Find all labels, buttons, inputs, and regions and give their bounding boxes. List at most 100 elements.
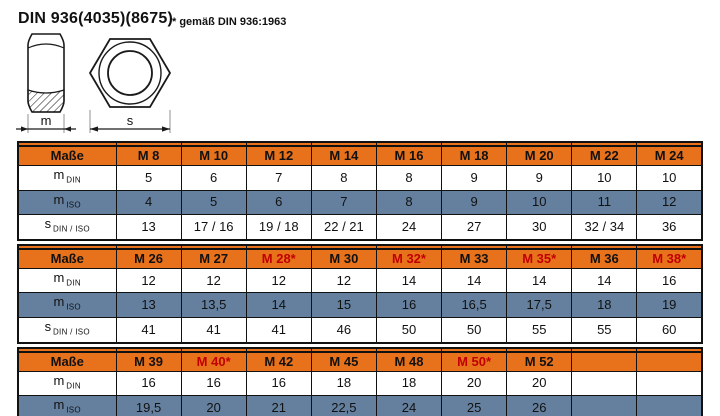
row-label-m_din: m DIN — [17, 267, 117, 294]
value-cell: 14 — [375, 267, 443, 294]
spacer-cell — [636, 141, 703, 147]
size-header: M 16 — [375, 145, 443, 166]
value-cell: 30 — [506, 214, 573, 241]
value-cell — [571, 370, 638, 397]
page-title: DIN 936(4035)(8675) — [18, 10, 173, 27]
spacer-row — [17, 141, 703, 147]
value-cell: 17,5 — [506, 292, 573, 318]
row-label-m_din: m DIN — [17, 165, 117, 191]
size-header: M 20 — [506, 145, 573, 166]
value-cell: 12 — [115, 267, 182, 294]
value-cell: 15 — [310, 292, 377, 318]
value-cell: 13 — [115, 214, 182, 241]
value-cell: 41 — [180, 316, 247, 344]
size-header: M 26 — [115, 248, 182, 269]
value-cell: 11 — [571, 189, 638, 216]
size-header: M 10 — [180, 145, 247, 166]
value-cell: 41 — [245, 316, 312, 344]
value-cell: 21 — [245, 395, 312, 416]
corner-header: Maße — [17, 145, 117, 166]
value-cell: 26 — [506, 395, 573, 416]
size-header: M 32* — [375, 248, 443, 269]
dimension-table-2: Maße M 26 M 27 M 28* M 30 M 32* M 33 M 35* M 36 M… — [17, 243, 703, 344]
value-cell: 16 — [180, 370, 247, 397]
size-header: M 14 — [310, 145, 377, 166]
size-header: M 12 — [245, 145, 312, 166]
row-label-m_din: m DIN — [17, 370, 117, 397]
size-header: M 8 — [115, 145, 182, 166]
dimension-table-3: Maße M 39 M 40* M 42 M 45 M 48 M 50* M 52 m DIN 1… — [17, 346, 703, 416]
value-cell: 16 — [245, 370, 312, 397]
value-cell: 18 — [310, 370, 377, 397]
header-row: Maße M 26 M 27 M 28* M 30 M 32* M 33 M 35* M 36 M… — [17, 248, 703, 269]
size-header: M 52 — [506, 351, 573, 372]
row-label-s: s DIN / ISO — [17, 214, 117, 241]
data-row-m_iso: m ISO 13 13,5 14 15 16 16,5 17,5 18 19 — [17, 292, 703, 318]
footnote-legend: * gemäß DIN 936:1963 — [172, 16, 287, 28]
value-cell: 7 — [310, 189, 377, 216]
size-header: M 50* — [441, 351, 508, 372]
size-header: M 35* — [506, 248, 573, 269]
value-cell: 18 — [571, 292, 638, 318]
value-cell: 14 — [506, 267, 573, 294]
value-cell: 12 — [180, 267, 247, 294]
size-header — [571, 351, 638, 372]
size-header: M 40* — [180, 351, 247, 372]
value-cell: 27 — [441, 214, 508, 241]
value-cell: 16 — [115, 370, 182, 397]
value-cell: 50 — [375, 316, 443, 344]
value-cell — [636, 370, 703, 397]
size-header: M 27 — [180, 248, 247, 269]
size-header: M 36 — [571, 248, 638, 269]
value-cell: 19 / 18 — [245, 214, 312, 241]
value-cell: 24 — [375, 395, 443, 416]
value-cell: 14 — [571, 267, 638, 294]
value-cell: 50 — [441, 316, 508, 344]
data-row-m_din: m DIN 12 12 12 12 14 14 14 14 16 — [17, 267, 703, 294]
value-cell: 16 — [636, 267, 703, 294]
value-cell — [571, 395, 638, 416]
dimension-m: m — [16, 113, 76, 133]
value-cell: 60 — [636, 316, 703, 344]
value-cell — [636, 395, 703, 416]
section-hatch — [27, 89, 65, 113]
size-header: M 42 — [245, 351, 312, 372]
nut-technical-drawing: m s — [16, 33, 172, 133]
value-cell: 20 — [506, 370, 573, 397]
value-cell: 5 — [180, 189, 247, 216]
value-cell: 10 — [636, 165, 703, 191]
size-header: M 48 — [375, 351, 443, 372]
value-cell: 7 — [245, 165, 312, 191]
nut-top-view — [88, 38, 172, 108]
dim-label-m: m — [41, 113, 52, 128]
spacer-cell — [636, 244, 703, 250]
spacer-row — [17, 244, 703, 250]
value-cell: 10 — [571, 165, 638, 191]
value-cell: 36 — [636, 214, 703, 241]
value-cell: 55 — [571, 316, 638, 344]
value-cell: 8 — [375, 165, 443, 191]
value-cell: 8 — [375, 189, 443, 216]
value-cell: 32 / 34 — [571, 214, 638, 241]
corner-header: Maße — [17, 248, 117, 269]
row-label-m_iso: m ISO — [17, 292, 117, 318]
size-header: M 18 — [441, 145, 508, 166]
value-cell: 22 / 21 — [310, 214, 377, 241]
row-label-s: s DIN / ISO — [17, 316, 117, 344]
row-label-m_iso: m ISO — [17, 395, 117, 416]
data-row-m_din: m DIN 5 6 7 8 8 9 9 10 10 — [17, 165, 703, 191]
value-cell: 20 — [180, 395, 247, 416]
corner-header: Maße — [17, 351, 117, 372]
value-cell: 24 — [375, 214, 443, 241]
value-cell: 20 — [441, 370, 508, 397]
row-label-m_iso: m ISO — [17, 189, 117, 216]
value-cell: 13 — [115, 292, 182, 318]
header-row: Maße M 39 M 40* M 42 M 45 M 48 M 50* M 52 — [17, 351, 703, 372]
spacer-row — [17, 347, 703, 353]
size-header — [636, 351, 703, 372]
value-cell: 6 — [180, 165, 247, 191]
value-cell: 9 — [441, 165, 508, 191]
size-header: M 39 — [115, 351, 182, 372]
